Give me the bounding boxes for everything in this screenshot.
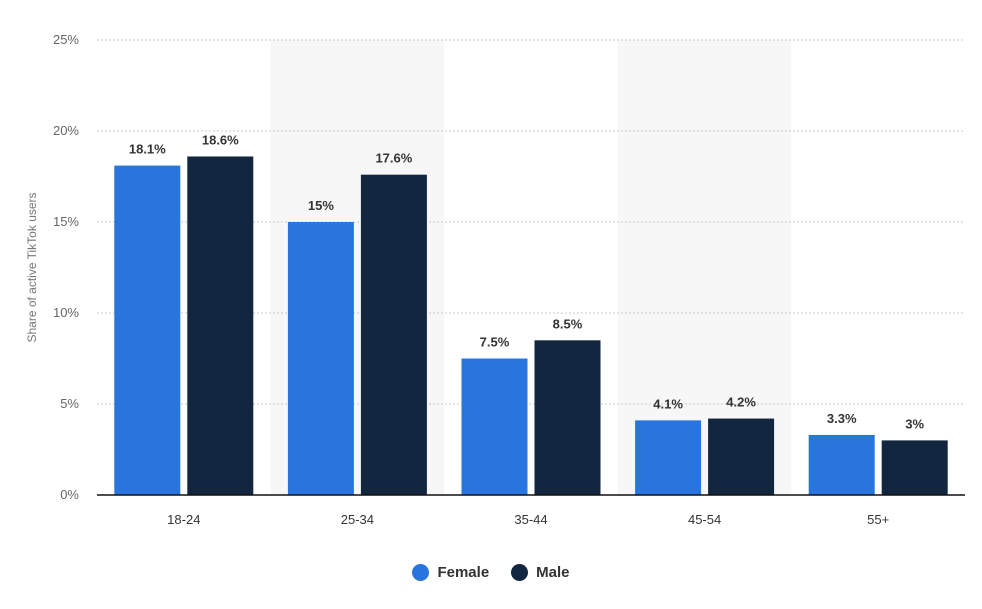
bar-male[interactable]: [534, 340, 601, 495]
legend-label-male: Male: [536, 564, 570, 581]
x-tick-label: 18-24: [167, 512, 200, 527]
y-tick-label: 25%: [53, 32, 79, 47]
legend-label-female: Female: [437, 564, 490, 581]
data-label: 7.5%: [480, 335, 510, 350]
bar-female[interactable]: [461, 358, 528, 496]
data-label: 15%: [308, 198, 334, 213]
data-label: 4.1%: [653, 396, 683, 411]
y-tick-label: 10%: [53, 305, 79, 320]
bars: [114, 156, 948, 496]
legend-item-male[interactable]: Male: [511, 564, 570, 581]
x-tick-label: 55+: [867, 512, 889, 527]
legend-swatch-female: [412, 564, 430, 581]
data-labels: 18.1% 18.6% 15% 17.6% 7.5% 8.5% 4.1% 4.2% 3.3% 3%: [129, 132, 925, 431]
bar-female[interactable]: [287, 222, 354, 495]
data-label: 4.2%: [726, 395, 756, 410]
bar-female[interactable]: [635, 420, 702, 495]
x-tick-label: 45-54: [688, 512, 721, 527]
data-label: 3.3%: [827, 411, 857, 426]
data-label: 18.6%: [202, 132, 239, 147]
bar-male[interactable]: [360, 174, 427, 495]
y-tick-label: 15%: [53, 214, 79, 229]
bar-male[interactable]: [881, 440, 948, 495]
data-label: 18.1%: [129, 142, 166, 157]
y-tick-label: 0%: [60, 487, 79, 502]
bar-female[interactable]: [114, 165, 181, 495]
bar-male[interactable]: [708, 418, 775, 495]
data-label: 3%: [905, 416, 924, 431]
data-label: 17.6%: [375, 151, 412, 166]
y-tick-label: 20%: [53, 123, 79, 138]
legend-item-female[interactable]: Female: [412, 564, 489, 581]
x-tick-label: 35-44: [514, 512, 547, 527]
bar-female[interactable]: [808, 434, 875, 495]
bar-male[interactable]: [187, 156, 254, 496]
x-tick-label: 25-34: [341, 512, 374, 527]
axes: 18-24 25-34 35-44 45-54 55+ Share of active T…: [25, 192, 965, 527]
y-tick-label: 5%: [60, 396, 79, 411]
y-axis-label: Share of active TikTok users: [25, 192, 39, 342]
data-label: 8.5%: [553, 316, 583, 331]
legend: Female Male: [0, 564, 982, 581]
legend-swatch-male: [511, 564, 529, 581]
